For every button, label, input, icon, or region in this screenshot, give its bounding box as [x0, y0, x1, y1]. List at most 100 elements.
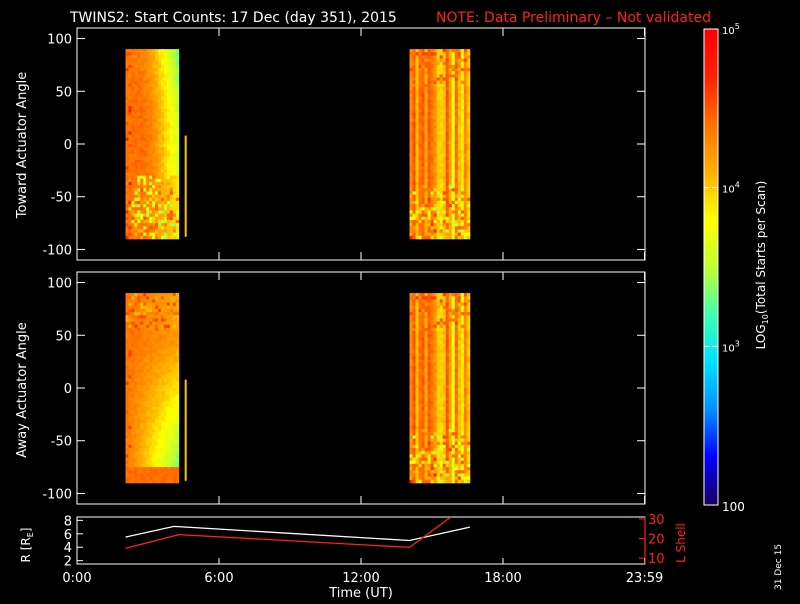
heatmap-cell: [442, 191, 447, 196]
heatmap-cell: [161, 400, 165, 405]
heatmap-cell: [412, 83, 416, 88]
heatmap-cell: [445, 185, 450, 189]
heatmap-cell: [442, 318, 447, 322]
heatmap-cell: [451, 356, 456, 360]
heatmap-cell: [143, 80, 147, 85]
heatmap-cell: [125, 473, 129, 477]
heatmap-cell: [427, 454, 432, 458]
heatmap-cell: [125, 96, 129, 101]
heatmap-cell: [430, 210, 435, 214]
heatmap-cell: [146, 451, 150, 455]
heatmap-cell: [445, 467, 450, 471]
heatmap-cell: [439, 162, 444, 167]
heatmap-cell: [158, 334, 162, 338]
heatmap-cell: [412, 463, 416, 468]
heatmap-cell: [131, 58, 135, 63]
heatmap-cell: [155, 169, 159, 173]
heatmap-cell: [125, 118, 129, 123]
heatmap-cell: [409, 457, 413, 462]
heatmap-cell: [409, 429, 413, 433]
heatmap-cell: [451, 226, 456, 230]
heatmap-cell: [128, 470, 132, 474]
heatmap-cell: [457, 406, 462, 411]
heatmap-cell: [427, 429, 432, 433]
heatmap-cell: [125, 197, 129, 202]
heatmap-cell: [445, 118, 450, 123]
heatmap-cell: [152, 425, 156, 430]
heatmap-cell: [424, 419, 429, 424]
heatmap-cell: [125, 131, 129, 135]
heatmap-cell: [128, 473, 132, 477]
heatmap-cell: [140, 397, 144, 402]
heatmap-cell: [430, 403, 435, 408]
heatmap-cell: [172, 394, 177, 398]
heatmap-cell: [442, 425, 447, 430]
heatmap-cell: [463, 147, 468, 151]
heatmap-cell: [143, 159, 147, 164]
heatmap-cell: [463, 308, 468, 313]
heatmap-cell: [466, 185, 471, 189]
heatmap-cell: [448, 350, 453, 354]
heatmap-cell: [454, 302, 459, 307]
heatmap-cell: [143, 350, 147, 354]
heatmap-cell: [457, 191, 462, 196]
heatmap-cell: [149, 324, 153, 329]
heatmap-cell: [430, 451, 435, 455]
heatmap-cell: [149, 429, 153, 433]
heatmap-cell: [424, 369, 429, 373]
heatmap-cell: [433, 403, 438, 408]
heatmap-cell: [445, 299, 450, 303]
heatmap-cell: [166, 232, 171, 237]
heatmap-cell: [466, 470, 471, 474]
heatmap-cell: [161, 476, 165, 481]
heatmap-cell: [418, 302, 422, 307]
heatmap-cell: [161, 454, 165, 458]
heatmap-cell: [460, 473, 465, 477]
heatmap-cell: [415, 115, 419, 120]
heatmap-cell: [430, 429, 435, 433]
heatmap-cell: [158, 340, 162, 345]
heatmap-cell: [163, 178, 168, 183]
heatmap-cell: [454, 454, 459, 458]
heatmap-cell: [445, 397, 450, 402]
heatmap-cell: [442, 99, 447, 104]
heatmap-cell: [172, 324, 177, 329]
heatmap-cell: [146, 169, 150, 173]
heatmap-cell: [137, 223, 141, 227]
heatmap-cell: [439, 77, 444, 82]
heatmap-cell: [146, 93, 150, 97]
heatmap-cell: [418, 381, 422, 386]
heatmap-cell: [424, 194, 429, 199]
heatmap-cell: [137, 331, 141, 335]
heatmap-cell: [442, 350, 447, 354]
heatmap-cell: [412, 293, 416, 297]
heatmap-cell: [442, 166, 447, 170]
heatmap-cell: [412, 454, 416, 458]
heatmap-cell: [128, 210, 132, 214]
heatmap-cell: [161, 109, 165, 113]
heatmap-cell: [463, 340, 468, 345]
time-xlabel: Time (UT): [328, 586, 393, 600]
heatmap-cell: [158, 327, 162, 332]
heatmap-cell: [131, 305, 135, 310]
heatmap-cell: [427, 166, 432, 170]
heatmap-cell: [415, 372, 419, 376]
heatmap-cell: [131, 219, 135, 224]
heatmap-cell: [412, 473, 416, 477]
heatmap-cell: [424, 451, 429, 455]
heatmap-cell: [143, 216, 147, 221]
heatmap-cell: [409, 216, 413, 221]
heatmap-cell: [466, 112, 471, 116]
heatmap-cell: [166, 419, 171, 424]
heatmap-cell: [163, 444, 168, 449]
heatmap-cell: [421, 68, 426, 72]
heatmap-cell: [149, 299, 153, 303]
heatmap-cell: [161, 318, 165, 322]
heatmap-cell: [412, 131, 416, 135]
heatmap-cell: [436, 293, 441, 297]
heatmap-cell: [172, 77, 177, 82]
heatmap-cell: [424, 375, 429, 379]
heatmap-cell: [172, 121, 177, 126]
heatmap-cell: [140, 337, 144, 341]
heatmap-cell: [457, 226, 462, 230]
